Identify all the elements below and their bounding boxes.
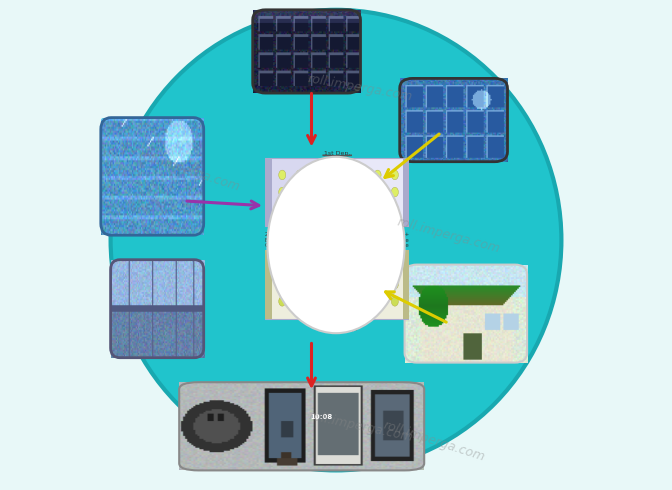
Ellipse shape	[111, 10, 561, 470]
Text: roll.imperga.com: roll.imperga.com	[396, 215, 502, 255]
Text: roll.imperga.com: roll.imperga.com	[307, 73, 414, 104]
Text: roll.imperga.com: roll.imperga.com	[307, 409, 414, 444]
Ellipse shape	[267, 157, 405, 333]
Text: roll.imperga.com: roll.imperga.com	[136, 149, 241, 194]
Text: roll.imperga.com: roll.imperga.com	[382, 418, 487, 464]
